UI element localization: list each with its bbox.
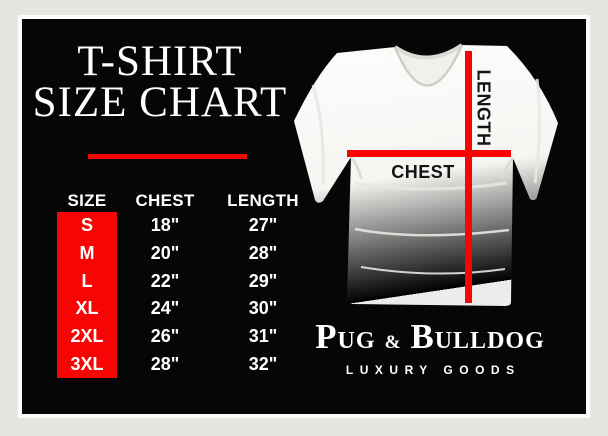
brand-word-pug: PUG: [315, 317, 376, 356]
brand-logo: PUG & BULLDOG LUXURY GOODS: [290, 320, 570, 378]
col-header-chest: CHEST: [135, 191, 195, 210]
table-row: L 22" 29": [57, 267, 313, 296]
length-cell: 27": [248, 215, 278, 236]
col-header-length: LENGTH: [227, 191, 299, 210]
size-cell: XL: [57, 295, 117, 323]
length-cell: 30": [248, 298, 278, 319]
size-cell: S: [57, 212, 117, 240]
chest-cell: 28": [150, 353, 180, 374]
table-row: 3XL 28" 32": [57, 350, 313, 379]
chest-measure-line: [347, 150, 511, 157]
page-title: T-SHIRT SIZE CHART: [27, 38, 293, 126]
table-header-row: SIZE CHEST LENGTH: [57, 190, 313, 212]
chest-cell: 24": [150, 298, 180, 319]
title-line-1: T-SHIRT: [77, 38, 243, 85]
table-row: M 20" 28": [57, 239, 313, 268]
table-row: XL 24" 30": [57, 295, 313, 323]
length-cell: 28": [248, 243, 278, 264]
title-underline-rule: [88, 154, 247, 159]
length-label: LENGTH: [473, 70, 493, 147]
brand-word-bulldog: BULLDOG: [410, 317, 545, 356]
chest-cell: 18": [150, 215, 180, 236]
brand-name: PUG & BULLDOG: [290, 320, 570, 360]
size-cell: M: [57, 239, 117, 268]
length-measure-line: [465, 51, 472, 303]
chest-cell: 22": [150, 270, 180, 291]
brand-tagline: LUXURY GOODS: [345, 363, 521, 377]
length-cell: 31": [248, 326, 278, 347]
tshirt-diagram: LENGTH CHEST: [294, 43, 558, 306]
chest-cell: 26": [150, 326, 180, 347]
table-row: 2XL 26" 31": [57, 322, 313, 351]
chest-cell: 20": [150, 243, 180, 264]
title-line-2: SIZE CHART: [32, 79, 288, 126]
col-header-size: SIZE: [67, 191, 107, 210]
length-cell: 29": [248, 270, 278, 291]
table-row: S 18" 27": [57, 212, 313, 240]
length-cell: 32": [248, 353, 278, 374]
size-cell: L: [57, 267, 117, 296]
brand-ampersand: &: [384, 332, 402, 353]
size-cell: 3XL: [57, 350, 117, 379]
tshirt-graphic: [294, 43, 558, 306]
size-cell: 2XL: [57, 322, 117, 351]
size-table: SIZE CHEST LENGTH S 18" 27" M 20" 28" L …: [57, 190, 313, 379]
chest-label: CHEST: [391, 162, 455, 182]
